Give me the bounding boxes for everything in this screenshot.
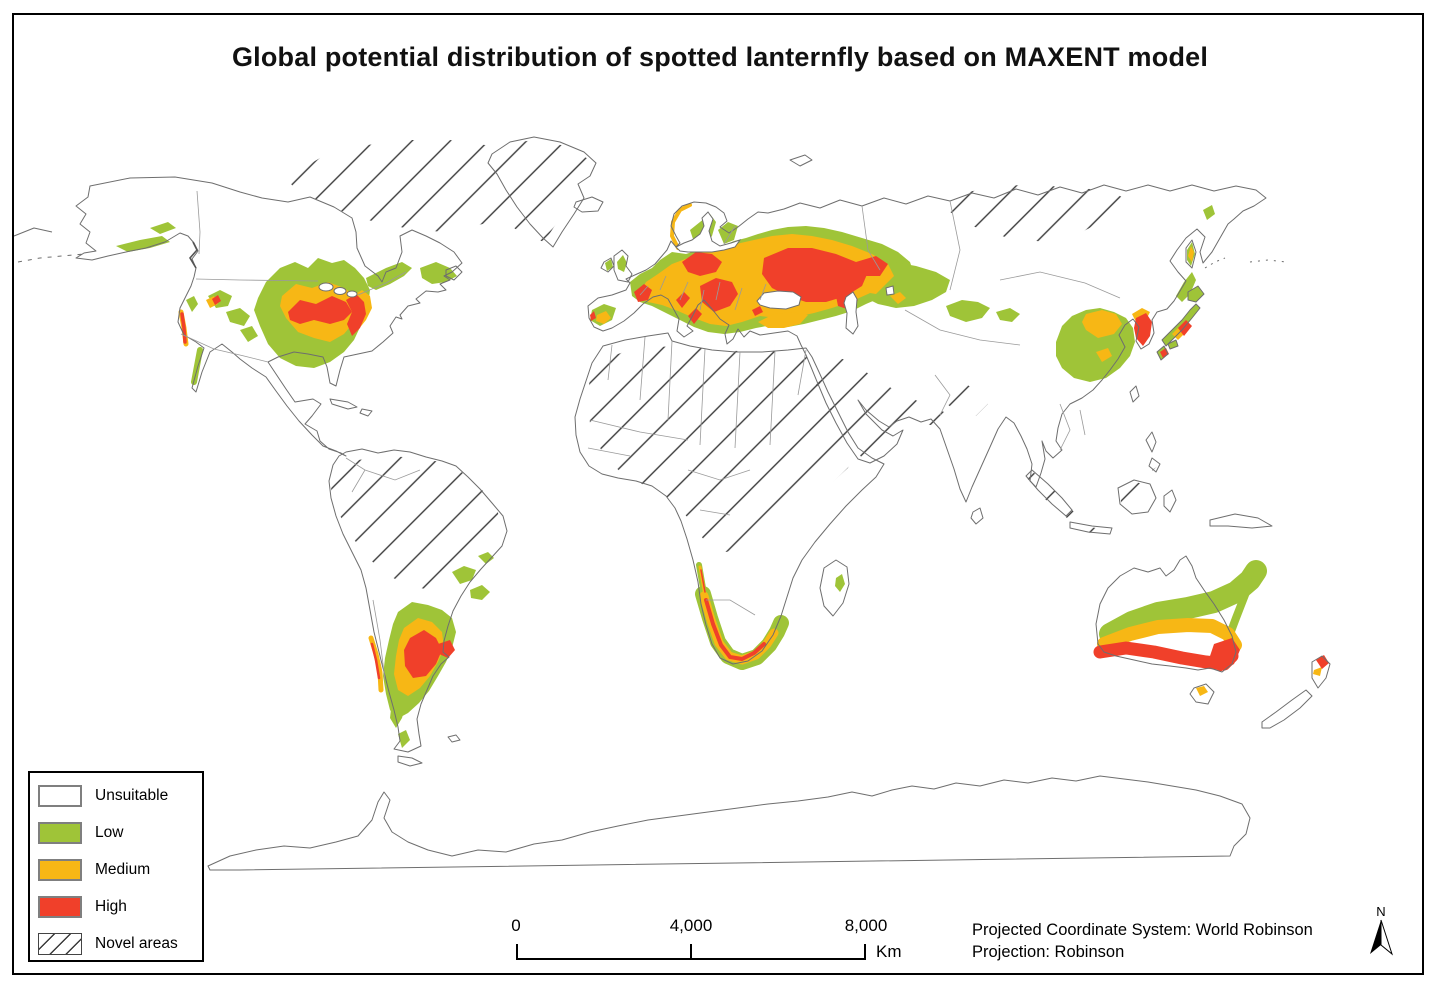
scale-tick-label: 0: [511, 916, 521, 935]
scale-bar-tick: [864, 944, 866, 960]
legend-swatch-unsuitable: [38, 784, 82, 807]
legend-label: Unsuitable: [95, 786, 169, 804]
novel-areas-layer: [286, 140, 1172, 590]
legend-label: Low: [95, 823, 124, 841]
legend-swatch-low: [38, 821, 82, 844]
scale-bar: 0 4,000 8,000 Km: [511, 916, 901, 964]
legend-label: Novel areas: [95, 934, 178, 952]
legend-item-novel-areas: Novel areas: [38, 932, 202, 955]
north-arrow: N: [1366, 905, 1396, 963]
legend-item-high: High: [38, 895, 202, 918]
legend-swatch-hatch-icon: [38, 932, 82, 955]
coastlines: [13, 136, 1331, 871]
legend-item-low: Low: [38, 821, 202, 844]
legend-swatch-medium: [38, 858, 82, 881]
inland-seas: [318, 211, 895, 335]
legend-item-unsuitable: Unsuitable: [38, 784, 202, 807]
legend-item-medium: Medium: [38, 858, 202, 881]
scale-bar-tick: [516, 944, 518, 960]
north-label: N: [1376, 904, 1386, 919]
country-borders: [180, 190, 1121, 681]
legend: Unsuitable Low Medium High Novel areas: [28, 771, 204, 962]
scale-tick-label: 4,000: [669, 916, 713, 935]
north-arrow-icon: [1370, 919, 1393, 956]
scale-bar-tick: [690, 944, 692, 960]
projection-notes: Projected Coordinate System: World Robin…: [972, 919, 1313, 963]
scale-unit-label: Km: [876, 942, 902, 961]
legend-label: High: [95, 897, 127, 915]
legend-label: Medium: [95, 860, 151, 878]
scale-tick-label: 8,000: [844, 916, 888, 935]
projection-note-line2: Projection: Robinson: [972, 943, 1125, 961]
projection-note-line1: Projected Coordinate System: World Robin…: [972, 921, 1313, 939]
page-title: Global potential distribution of spotted…: [231, 42, 1209, 72]
legend-swatch-high: [38, 895, 82, 918]
